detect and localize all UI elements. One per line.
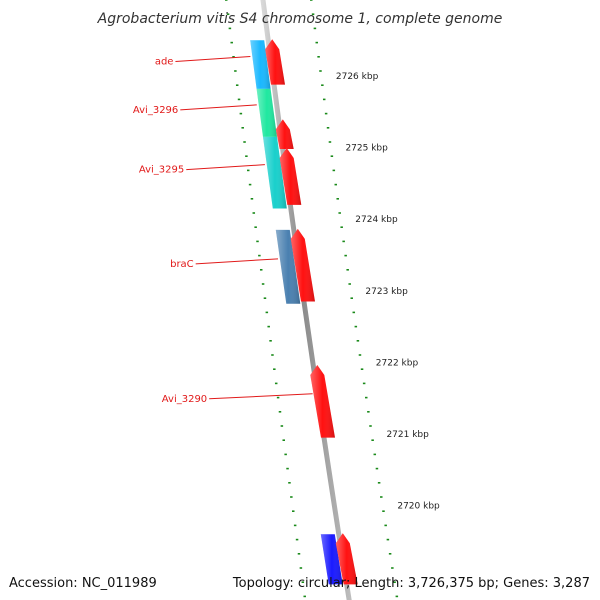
scale-label-2726: 2726 kbp: [336, 72, 379, 82]
gene-features: [250, 39, 358, 585]
label-leader-brac: [195, 258, 279, 265]
label-leader-avi-3296: [180, 104, 257, 111]
accession-label: Accession: NC_011989: [9, 576, 157, 591]
scale-label-2724: 2724 kbp: [355, 215, 398, 225]
gene-label-avi-3296: Avi_3296: [133, 105, 178, 116]
gene-label-brac: braC: [170, 259, 194, 270]
gene-shade: [256, 88, 277, 137]
scale-labels: 2726 kbp 2725 kbp 2724 kbp 2723 kbp 2722 kbp…: [336, 72, 440, 512]
gene-shade: [265, 39, 285, 85]
scale-label-2721: 2721 kbp: [386, 430, 429, 440]
gene-shade: [335, 533, 358, 585]
scale-label-2720: 2720 kbp: [397, 502, 440, 512]
outer-tick-marks: [310, 0, 399, 598]
gene-shade: [263, 136, 287, 209]
scale-label-2723: 2723 kbp: [365, 287, 408, 297]
gene-shade: [320, 534, 343, 585]
label-leader-avi-3290: [209, 393, 313, 400]
gene-label-avi-3290: Avi_3290: [162, 394, 207, 405]
gene-shade: [290, 228, 315, 302]
gene-shade: [275, 229, 301, 304]
gene-labels: ade Avi_3296 Avi_3295 braC Avi_3290: [133, 56, 313, 405]
scale-label-2722: 2722 kbp: [376, 358, 419, 368]
gene-label-ade: ade: [155, 57, 174, 68]
gene-shade: [279, 148, 302, 205]
genome-stats-label: Topology: circular; Length: 3,726,375 bp…: [232, 576, 590, 591]
inner-tick-marks: [225, 0, 306, 598]
gene-label-avi-3295: Avi_3295: [139, 165, 184, 176]
gene-shade: [310, 365, 335, 438]
gene-shade: [250, 40, 271, 89]
gene-shade: [275, 119, 294, 149]
genome-title: Agrobacterium vitis S4 chromosome 1, com…: [97, 11, 503, 27]
label-leader-ade: [175, 56, 251, 63]
scale-label-2725: 2725 kbp: [345, 144, 388, 154]
label-leader-avi-3295: [186, 164, 265, 171]
